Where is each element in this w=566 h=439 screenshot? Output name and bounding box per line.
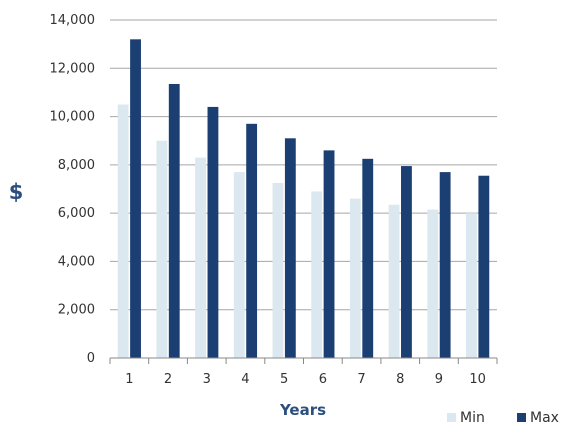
bar-max-year-5: [284, 138, 296, 358]
bar-max-year-6: [323, 150, 335, 358]
y-tick-label: 14,000: [50, 13, 96, 28]
y-tick-label: 12,000: [50, 61, 96, 76]
x-tick-label: 8: [396, 372, 404, 387]
bar-max-year-9: [439, 172, 451, 358]
bar-max-year-3: [207, 106, 219, 359]
x-tick-label: 1: [125, 372, 133, 387]
x-axis-title: Years: [279, 401, 326, 419]
bar-min-year-4: [233, 172, 245, 358]
x-tick-label: 3: [203, 372, 211, 387]
bar-min-year-1: [117, 104, 129, 358]
x-tick-label: 4: [241, 372, 249, 387]
legend-swatch-max: [517, 413, 526, 422]
legend-label-max: Max: [530, 410, 559, 426]
legend: Min Max: [447, 410, 559, 426]
bar-min-year-5: [272, 182, 284, 358]
bar-max-year-4: [246, 123, 258, 358]
bar-min-year-2: [156, 140, 168, 358]
legend-label-min: Min: [460, 410, 485, 426]
x-tick-label: 5: [280, 372, 288, 387]
bar-min-year-7: [349, 198, 361, 358]
y-axis-ticks: 0 2,000 4,000 6,000 8,000 10,000 12,000 14,000: [50, 13, 96, 366]
bar-min-year-9: [427, 209, 439, 358]
bar-max-year-10: [478, 175, 490, 358]
y-axis-title: $: [9, 180, 24, 204]
bar-min-year-6: [311, 191, 323, 358]
bar-min-year-8: [388, 204, 400, 358]
x-tick-label: 2: [164, 372, 172, 387]
bar-max-year-1: [130, 39, 141, 359]
y-tick-label: 8,000: [58, 158, 95, 173]
bars: [117, 39, 490, 359]
x-tick-label: 10: [469, 372, 486, 387]
y-tick-label: 6,000: [58, 206, 95, 221]
grid-lines: [110, 19, 497, 311]
x-tick-label: 7: [357, 372, 365, 387]
bar-max-year-8: [401, 166, 412, 358]
bar-max-year-7: [362, 158, 374, 358]
bar-min-year-3: [195, 157, 206, 358]
y-tick-label: 2,000: [58, 303, 95, 318]
bar-min-year-10: [466, 213, 477, 358]
y-tick-label: 0: [87, 351, 95, 366]
x-tick-label: 9: [435, 372, 443, 387]
bar-max-year-2: [168, 83, 180, 358]
y-tick-label: 10,000: [50, 110, 96, 125]
x-axis-ticks: 1 2 3 4 5 6 7 8 9 10: [109, 358, 498, 387]
y-tick-label: 4,000: [58, 254, 95, 269]
legend-swatch-min: [447, 413, 456, 422]
x-tick-label: 6: [319, 372, 327, 387]
